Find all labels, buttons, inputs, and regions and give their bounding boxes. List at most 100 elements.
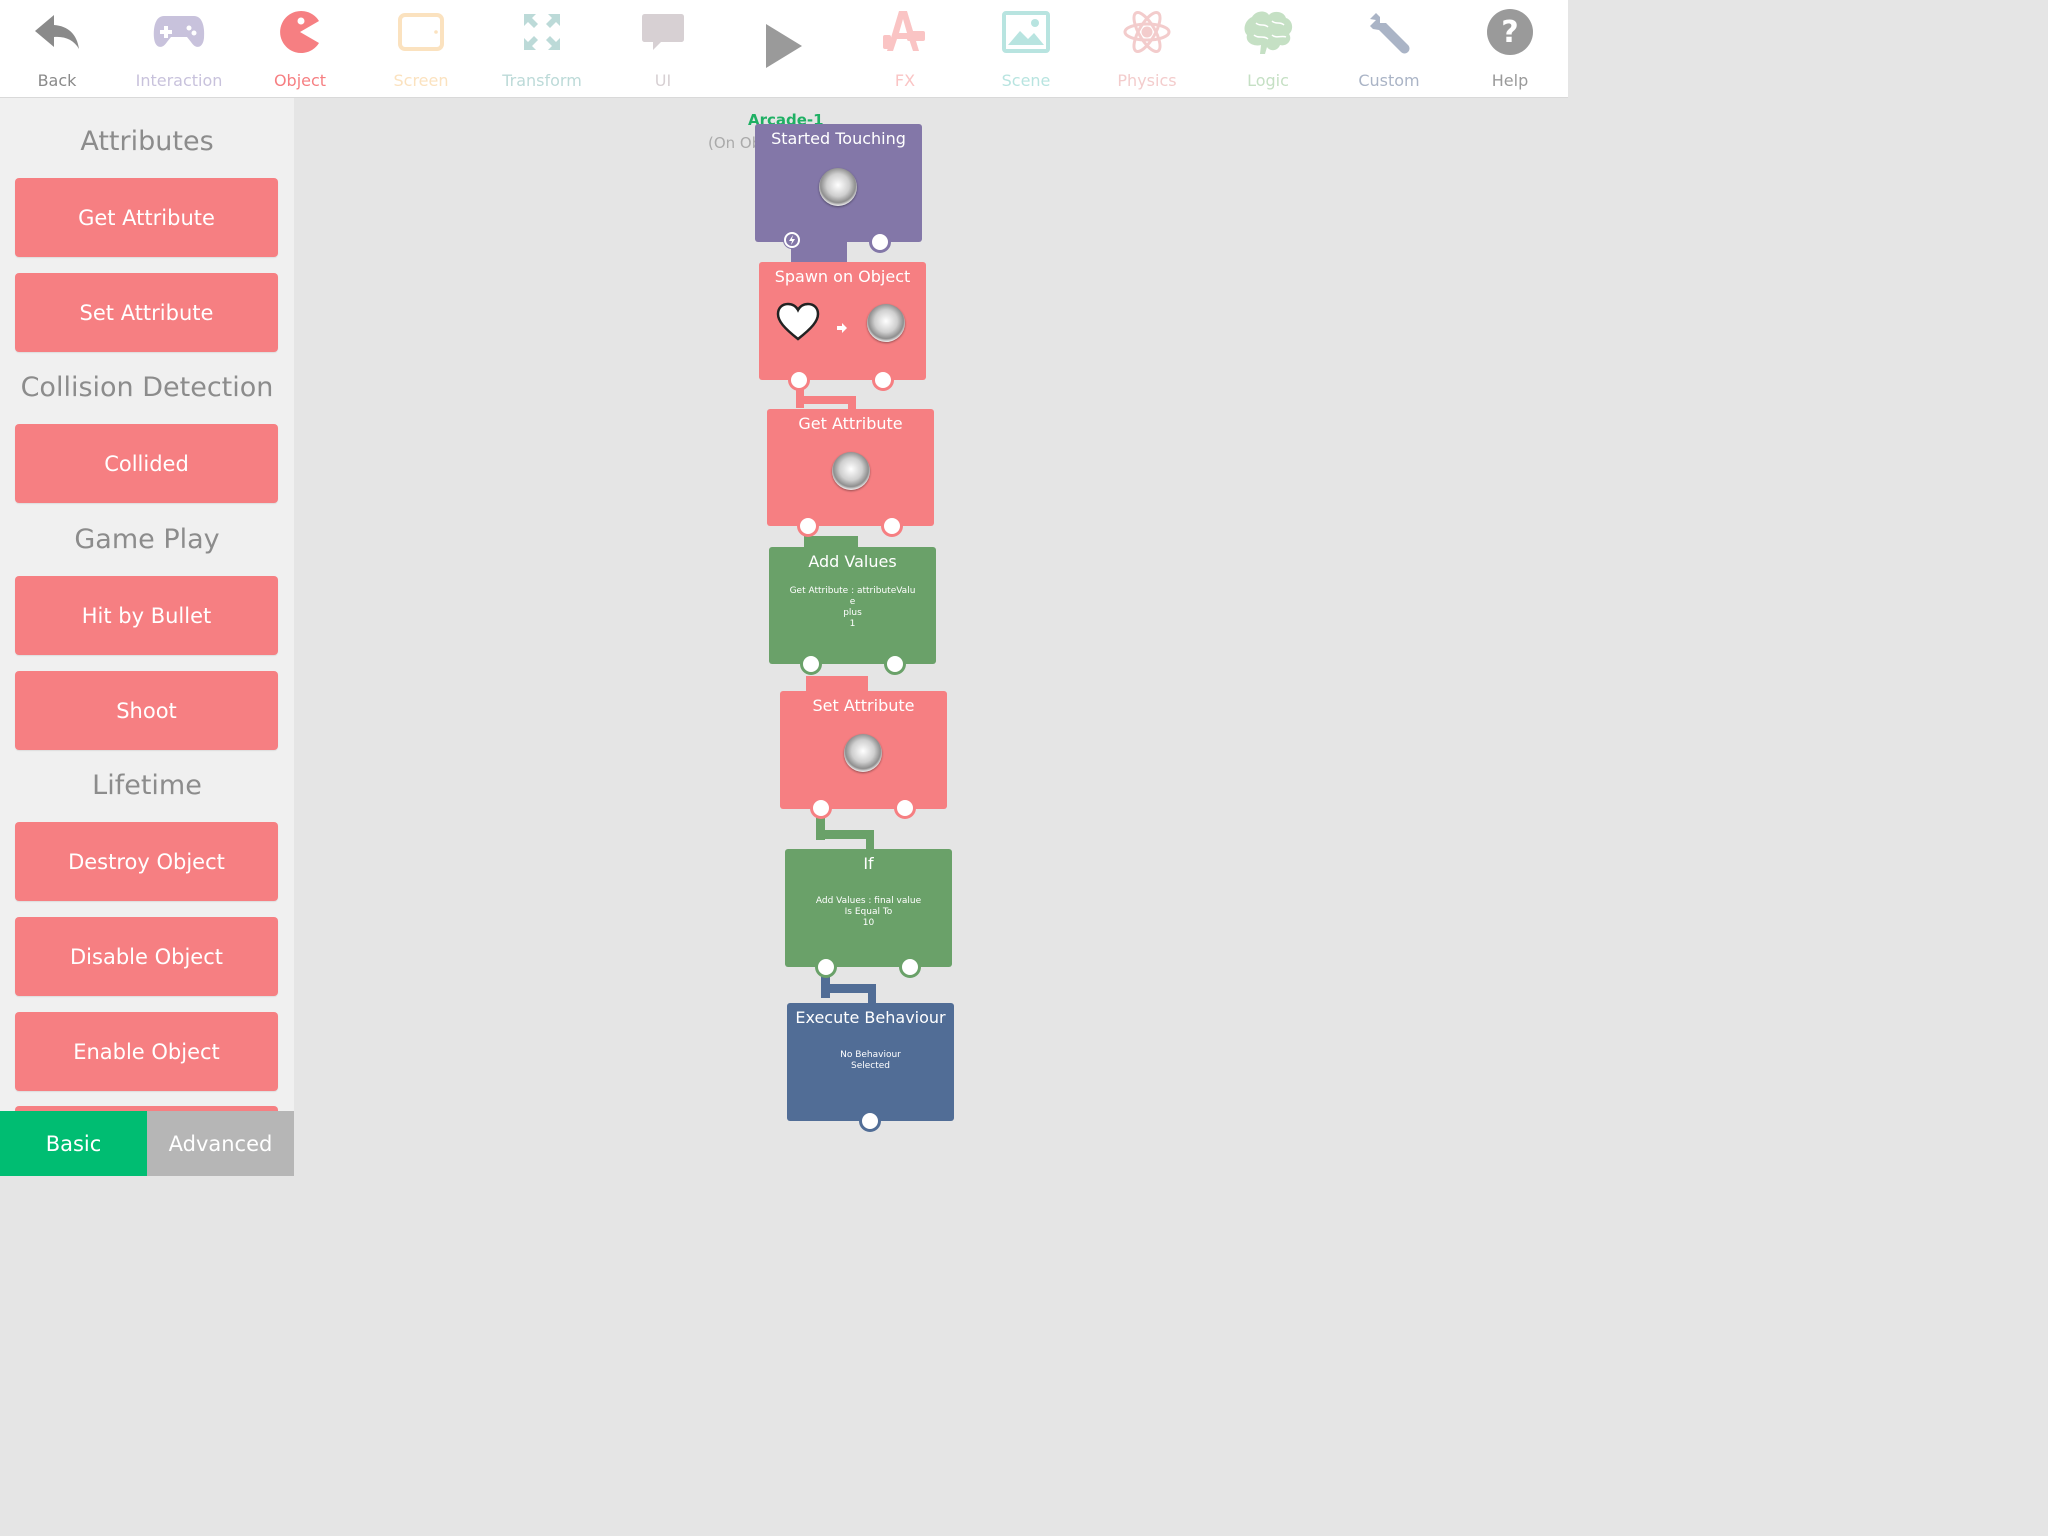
input-port[interactable]: [788, 369, 810, 391]
block-add-values[interactable]: Add Values Get Attribute : attributeValu…: [769, 547, 936, 675]
block-detail: Add Values : final value: [815, 896, 922, 906]
block-title: Add Values: [808, 552, 897, 571]
toolbar-physics[interactable]: Physics: [1087, 0, 1207, 97]
input-port[interactable]: [797, 515, 819, 537]
toolbar-transform-label: Transform: [502, 71, 582, 90]
hit-by-bullet-button[interactable]: Hit by Bullet: [15, 576, 278, 655]
toolbar-ui[interactable]: UI: [603, 0, 723, 97]
expand-arrows-icon: [514, 8, 570, 56]
output-port[interactable]: [894, 797, 916, 819]
input-port[interactable]: [810, 797, 832, 819]
get-attribute-button[interactable]: Get Attribute: [15, 178, 278, 257]
toolbar-object-label: Object: [273, 71, 327, 90]
set-attribute-button[interactable]: Set Attribute: [15, 273, 278, 352]
attribute-select-knob[interactable]: [832, 452, 870, 490]
sidebar: Attributes Get Attribute Set Attribute C…: [0, 98, 294, 1176]
toolbar-logic[interactable]: Logic: [1208, 0, 1328, 97]
block-started-touching[interactable]: Started Touching: [755, 124, 922, 253]
basic-tab[interactable]: Basic: [0, 1111, 147, 1176]
section-attributes: Attributes: [80, 126, 214, 157]
heart-icon[interactable]: [776, 302, 820, 346]
section-collision-detection: Collision Detection: [20, 372, 274, 403]
output-port[interactable]: [884, 653, 906, 675]
block-title: Get Attribute: [798, 414, 903, 433]
toolbar-fx[interactable]: FX: [845, 0, 965, 97]
help-icon: ?: [1482, 8, 1538, 56]
arrow-right-icon: [836, 318, 848, 337]
attribute-select-knob[interactable]: [844, 734, 882, 772]
toolbar-custom[interactable]: Custom: [1329, 0, 1449, 97]
toolbar-help-label: Help: [1491, 71, 1529, 90]
block-execute-behaviour[interactable]: Execute Behaviour No Behaviour Selected: [787, 1003, 954, 1132]
block-detail: Selected: [850, 1061, 890, 1071]
destroy-object-button[interactable]: Destroy Object: [15, 822, 278, 901]
back-arrow-icon: [29, 8, 85, 56]
section-lifetime: Lifetime: [92, 770, 202, 801]
block-detail: 1: [849, 619, 856, 629]
toolbar-physics-label: Physics: [1117, 71, 1177, 90]
object-select-knob[interactable]: [867, 304, 905, 342]
connector: [868, 984, 876, 1004]
output-port[interactable]: [859, 1110, 881, 1132]
block-detail: e: [849, 597, 856, 607]
toolbar-back[interactable]: Back: [0, 0, 117, 97]
block-title: Spawn on Object: [774, 267, 911, 286]
toolbar-play[interactable]: [724, 0, 844, 97]
collided-button[interactable]: Collided: [15, 424, 278, 503]
paint-icon: [877, 8, 933, 56]
behaviour-canvas[interactable]: Arcade-1 (On Obje Started Touching Spawn…: [294, 98, 1568, 1176]
connector: [804, 536, 858, 550]
block-title: Started Touching: [771, 129, 906, 148]
block-if[interactable]: If Add Values : final value Is Equal To …: [785, 849, 952, 978]
block-title: Execute Behaviour: [795, 1008, 946, 1027]
input-port[interactable]: [800, 653, 822, 675]
connector: [848, 396, 856, 410]
connector: [816, 816, 825, 840]
block-detail: No Behaviour: [840, 1050, 901, 1060]
pacman-icon: [272, 8, 328, 56]
toolbar: Back Interaction Object Screen Transform…: [0, 0, 1568, 98]
gamepad-icon: [151, 8, 207, 56]
block-detail: plus: [843, 608, 862, 618]
toolbar-object[interactable]: Object: [240, 0, 360, 97]
toolbar-transform[interactable]: Transform: [482, 0, 602, 97]
toolbar-back-label: Back: [37, 71, 77, 90]
connector: [791, 240, 847, 264]
svg-text:?: ?: [1501, 15, 1518, 50]
toolbar-logic-label: Logic: [1247, 71, 1289, 90]
toolbar-custom-label: Custom: [1358, 71, 1420, 90]
block-set-attribute[interactable]: Set Attribute: [780, 691, 947, 819]
true-port[interactable]: [815, 956, 837, 978]
toolbar-scene-label: Scene: [1001, 71, 1051, 90]
block-spawn-on-object[interactable]: Spawn on Object: [759, 262, 926, 391]
toolbar-help[interactable]: ? Help: [1450, 0, 1570, 97]
output-port[interactable]: [881, 515, 903, 537]
object-select-knob[interactable]: [819, 168, 857, 206]
output-port[interactable]: [869, 231, 891, 253]
advanced-tab[interactable]: Advanced: [147, 1111, 294, 1176]
enable-object-button[interactable]: Enable Object: [15, 1012, 278, 1091]
shoot-button[interactable]: Shoot: [15, 671, 278, 750]
connector: [821, 984, 876, 993]
toolbar-scene[interactable]: Scene: [966, 0, 1086, 97]
connector: [866, 830, 874, 850]
atom-icon: [1119, 8, 1175, 56]
block-get-attribute[interactable]: Get Attribute: [767, 409, 934, 537]
toolbar-ui-label: UI: [654, 71, 672, 90]
image-icon: [998, 8, 1054, 56]
speech-bubble-icon: [635, 8, 691, 56]
toolbar-interaction[interactable]: Interaction: [119, 0, 239, 97]
toolbar-screen[interactable]: Screen: [361, 0, 481, 97]
section-game-play: Game Play: [74, 524, 220, 555]
output-port[interactable]: [872, 369, 894, 391]
disable-object-button[interactable]: Disable Object: [15, 917, 278, 996]
tablet-icon: [393, 8, 449, 56]
brain-icon: [1240, 8, 1296, 56]
connector: [796, 396, 856, 404]
toolbar-screen-label: Screen: [393, 71, 449, 90]
lightning-icon[interactable]: [783, 231, 801, 249]
block-title: Set Attribute: [812, 696, 915, 715]
false-port[interactable]: [899, 956, 921, 978]
toolbar-interaction-label: Interaction: [135, 71, 223, 90]
toolbar-fx-label: FX: [894, 71, 916, 90]
